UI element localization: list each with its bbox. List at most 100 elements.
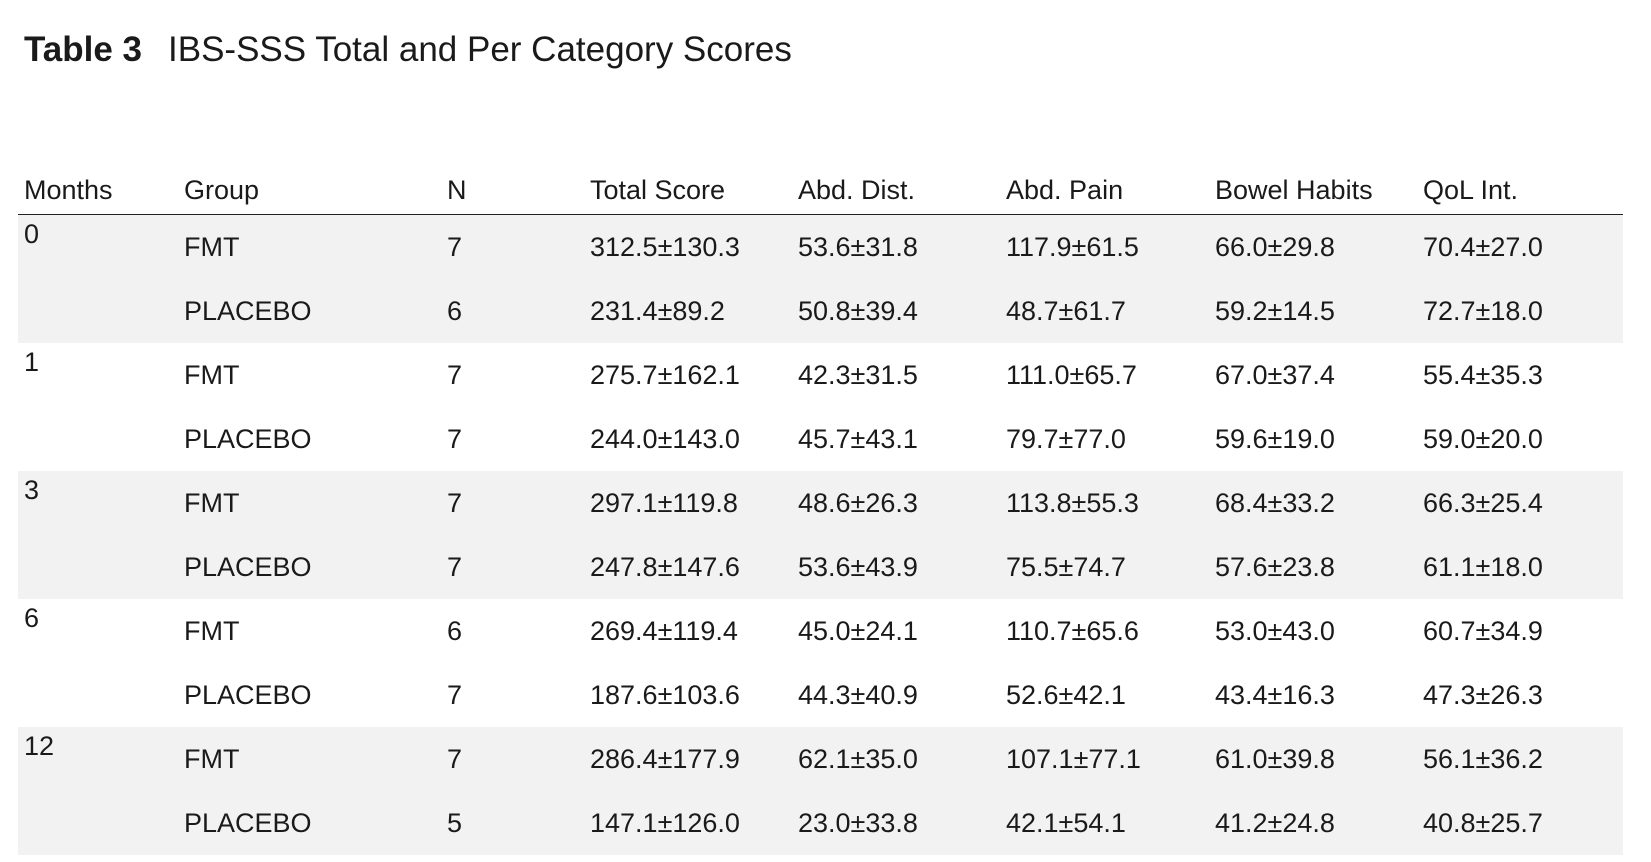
group-cell: FMT: [178, 599, 441, 663]
group-cell: PLACEBO: [178, 791, 441, 855]
bowel-habits-cell: 59.2±14.5: [1209, 279, 1417, 343]
bowel-habits-cell: 61.0±39.8: [1209, 727, 1417, 791]
abd-dist-cell: 44.3±40.9: [792, 663, 1000, 727]
qol-int-cell: 40.8±25.7: [1417, 791, 1623, 855]
qol-int-cell: 61.1±18.0: [1417, 535, 1623, 599]
total-score-cell: 231.4±89.2: [584, 279, 792, 343]
month-cell: 6: [18, 599, 178, 727]
abd-pain-cell: 110.7±65.6: [1000, 599, 1209, 663]
table-row: PLACEBO 6 231.4±89.2 50.8±39.4 48.7±61.7…: [18, 279, 1623, 343]
table-row: 0 FMT 7 312.5±130.3 53.6±31.8 117.9±61.5…: [18, 214, 1623, 343]
month-block-3: 3 FMT 7 297.1±119.8 48.6±26.3 113.8±55.3…: [18, 471, 1623, 599]
group-cell: PLACEBO: [178, 407, 441, 471]
abd-pain-cell: 117.9±61.5: [1000, 214, 1209, 279]
header-row: Months Group N Total Score Abd. Dist. Ab…: [18, 150, 1623, 215]
table-row: PLACEBO 7 244.0±143.0 45.7±43.1 79.7±77.…: [18, 407, 1623, 471]
group-cell: PLACEBO: [178, 663, 441, 727]
qol-int-cell: 56.1±36.2: [1417, 727, 1623, 791]
qol-int-cell: 70.4±27.0: [1417, 214, 1623, 279]
table-header: Months Group N Total Score Abd. Dist. Ab…: [18, 150, 1623, 215]
table-row: PLACEBO 7 247.8±147.6 53.6±43.9 75.5±74.…: [18, 535, 1623, 599]
qol-int-cell: 72.7±18.0: [1417, 279, 1623, 343]
abd-pain-cell: 75.5±74.7: [1000, 535, 1209, 599]
group-cell: FMT: [178, 727, 441, 791]
abd-dist-cell: 45.0±24.1: [792, 599, 1000, 663]
qol-int-cell: 59.0±20.0: [1417, 407, 1623, 471]
header-abd-pain: Abd. Pain: [1000, 150, 1209, 215]
abd-pain-cell: 107.1±77.1: [1000, 727, 1209, 791]
bowel-habits-cell: 67.0±37.4: [1209, 343, 1417, 407]
abd-pain-cell: 79.7±77.0: [1000, 407, 1209, 471]
group-cell: FMT: [178, 343, 441, 407]
month-cell: 1: [18, 343, 178, 471]
abd-dist-cell: 53.6±31.8: [792, 214, 1000, 279]
abd-dist-cell: 48.6±26.3: [792, 471, 1000, 535]
abd-pain-cell: 111.0±65.7: [1000, 343, 1209, 407]
total-score-cell: 286.4±177.9: [584, 727, 792, 791]
header-abd-dist: Abd. Dist.: [792, 150, 1000, 215]
ibs-sss-table: Months Group N Total Score Abd. Dist. Ab…: [18, 150, 1623, 855]
abd-dist-cell: 45.7±43.1: [792, 407, 1000, 471]
total-score-cell: 147.1±126.0: [584, 791, 792, 855]
month-cell: 12: [18, 727, 178, 855]
month-cell: 0: [18, 214, 178, 343]
table-row: 6 FMT 6 269.4±119.4 45.0±24.1 110.7±65.6…: [18, 599, 1623, 727]
total-score-cell: 312.5±130.3: [584, 214, 792, 279]
month-block-12: 12 FMT 7 286.4±177.9 62.1±35.0 107.1±77.…: [18, 727, 1623, 855]
abd-pain-cell: 52.6±42.1: [1000, 663, 1209, 727]
qol-int-cell: 66.3±25.4: [1417, 471, 1623, 535]
month-block-1: 1 FMT 7 275.7±162.1 42.3±31.5 111.0±65.7…: [18, 343, 1623, 471]
abd-dist-cell: 53.6±43.9: [792, 535, 1000, 599]
n-cell: 7: [441, 535, 584, 599]
n-cell: 6: [441, 279, 584, 343]
header-months: Months: [18, 150, 178, 215]
total-score-cell: 297.1±119.8: [584, 471, 792, 535]
abd-pain-cell: 48.7±61.7: [1000, 279, 1209, 343]
bowel-habits-cell: 53.0±43.0: [1209, 599, 1417, 663]
group-cell: PLACEBO: [178, 279, 441, 343]
month-block-0: 0 FMT 7 312.5±130.3 53.6±31.8 117.9±61.5…: [18, 214, 1623, 343]
table-row: 12 FMT 7 286.4±177.9 62.1±35.0 107.1±77.…: [18, 727, 1623, 855]
total-score-cell: 244.0±143.0: [584, 407, 792, 471]
table-caption: Table 3 IBS-SSS Total and Per Category Sc…: [24, 26, 792, 74]
bowel-habits-cell: 57.6±23.8: [1209, 535, 1417, 599]
abd-dist-cell: 23.0±33.8: [792, 791, 1000, 855]
bowel-habits-cell: 43.4±16.3: [1209, 663, 1417, 727]
abd-dist-cell: 50.8±39.4: [792, 279, 1000, 343]
header-total-score: Total Score: [584, 150, 792, 215]
total-score-cell: 187.6±103.6: [584, 663, 792, 727]
bowel-habits-cell: 66.0±29.8: [1209, 214, 1417, 279]
header-qol-int: QoL Int.: [1417, 150, 1623, 215]
header-group: Group: [178, 150, 441, 215]
n-cell: 6: [441, 599, 584, 663]
table-row: PLACEBO 5 147.1±126.0 23.0±33.8 42.1±54.…: [18, 791, 1623, 855]
group-cell: PLACEBO: [178, 535, 441, 599]
qol-int-cell: 55.4±35.3: [1417, 343, 1623, 407]
n-cell: 7: [441, 471, 584, 535]
total-score-cell: 275.7±162.1: [584, 343, 792, 407]
bowel-habits-cell: 68.4±33.2: [1209, 471, 1417, 535]
n-cell: 5: [441, 791, 584, 855]
group-cell: FMT: [178, 214, 441, 279]
qol-int-cell: 60.7±34.9: [1417, 599, 1623, 663]
table-row: 1 FMT 7 275.7±162.1 42.3±31.5 111.0±65.7…: [18, 343, 1623, 471]
month-cell: 3: [18, 471, 178, 599]
total-score-cell: 269.4±119.4: [584, 599, 792, 663]
n-cell: 7: [441, 663, 584, 727]
bowel-habits-cell: 59.6±19.0: [1209, 407, 1417, 471]
n-cell: 7: [441, 214, 584, 279]
total-score-cell: 247.8±147.6: [584, 535, 792, 599]
table-title: IBS-SSS Total and Per Category Scores: [168, 30, 792, 69]
header-n: N: [441, 150, 584, 215]
group-cell: FMT: [178, 471, 441, 535]
table-row: PLACEBO 7 187.6±103.6 44.3±40.9 52.6±42.…: [18, 663, 1623, 727]
n-cell: 7: [441, 407, 584, 471]
abd-pain-cell: 113.8±55.3: [1000, 471, 1209, 535]
bowel-habits-cell: 41.2±24.8: [1209, 791, 1417, 855]
abd-pain-cell: 42.1±54.1: [1000, 791, 1209, 855]
month-block-6: 6 FMT 6 269.4±119.4 45.0±24.1 110.7±65.6…: [18, 599, 1623, 727]
header-bowel-habits: Bowel Habits: [1209, 150, 1417, 215]
abd-dist-cell: 42.3±31.5: [792, 343, 1000, 407]
table-label: Table 3: [24, 30, 143, 69]
qol-int-cell: 47.3±26.3: [1417, 663, 1623, 727]
